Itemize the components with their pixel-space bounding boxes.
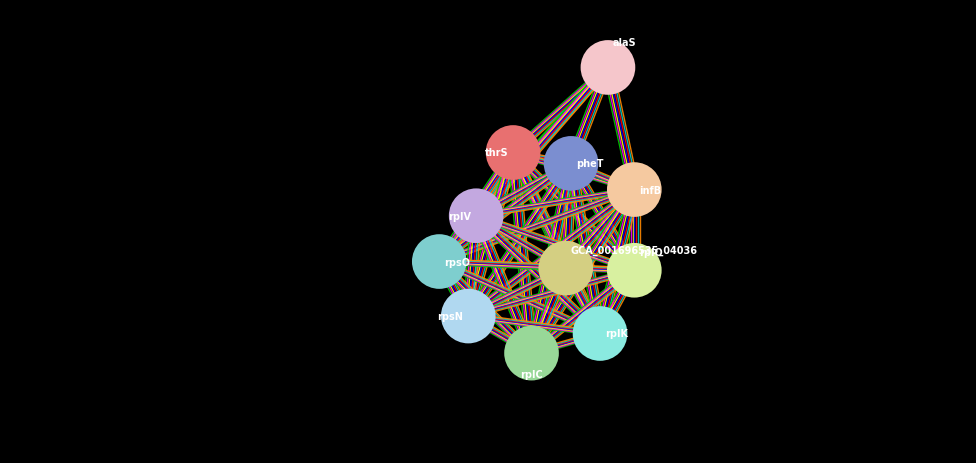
Ellipse shape [573,307,628,361]
Text: GCA_001696535_04036: GCA_001696535_04036 [571,245,698,255]
Ellipse shape [441,289,496,344]
Ellipse shape [607,244,662,298]
Ellipse shape [412,235,467,289]
Text: rpsN: rpsN [437,312,464,321]
Ellipse shape [486,126,541,181]
Text: rpsO: rpsO [444,257,470,267]
Text: rplV: rplV [448,211,471,221]
Ellipse shape [544,137,598,191]
Text: infB: infB [639,185,662,195]
Text: rplO: rplO [639,247,663,257]
Text: rplC: rplC [520,369,543,379]
Text: rplK: rplK [605,329,628,339]
Ellipse shape [449,189,504,244]
Text: thrS: thrS [484,148,508,158]
Ellipse shape [505,326,559,381]
Ellipse shape [581,41,635,95]
Ellipse shape [539,241,593,296]
Text: pheT: pheT [576,159,603,169]
Text: alaS: alaS [613,38,636,48]
Ellipse shape [607,163,662,218]
